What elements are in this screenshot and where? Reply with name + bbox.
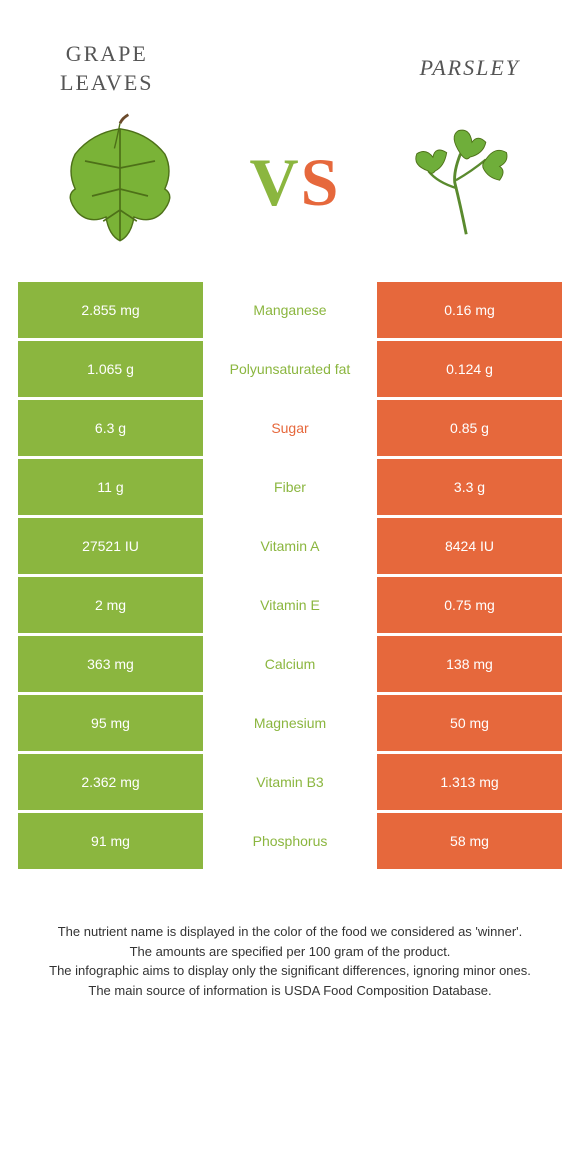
left-value: 2.855 mg — [18, 282, 203, 338]
right-value: 0.16 mg — [377, 282, 562, 338]
right-value: 0.124 g — [377, 341, 562, 397]
left-value: 6.3 g — [18, 400, 203, 456]
nutrient-comparison-table: 2.855 mgManganese0.16 mg1.065 gPolyunsat… — [0, 282, 580, 869]
left-value: 2.362 mg — [18, 754, 203, 810]
nutrient-label: Phosphorus — [203, 813, 377, 869]
left-value: 11 g — [18, 459, 203, 515]
right-value: 1.313 mg — [377, 754, 562, 810]
nutrient-label: Vitamin E — [203, 577, 377, 633]
nutrient-label: Calcium — [203, 636, 377, 692]
footer-notes: The nutrient name is displayed in the co… — [0, 872, 580, 1000]
footer-line-2: The amounts are specified per 100 gram o… — [30, 942, 550, 962]
table-row: 27521 IUVitamin A8424 IU — [18, 518, 562, 574]
parsley-icon — [395, 117, 525, 247]
footer-line-1: The nutrient name is displayed in the co… — [30, 922, 550, 942]
nutrient-label: Fiber — [203, 459, 377, 515]
left-value: 2 mg — [18, 577, 203, 633]
left-value: 363 mg — [18, 636, 203, 692]
table-row: 11 gFiber3.3 g — [18, 459, 562, 515]
table-row: 2.362 mgVitamin B31.313 mg — [18, 754, 562, 810]
vs-s-letter: S — [301, 144, 341, 220]
title-grape-leaves: GRAPE LEAVES — [60, 40, 154, 97]
right-value: 50 mg — [377, 695, 562, 751]
left-value: 91 mg — [18, 813, 203, 869]
table-row: 95 mgMagnesium50 mg — [18, 695, 562, 751]
table-row: 2 mgVitamin E0.75 mg — [18, 577, 562, 633]
right-value: 3.3 g — [377, 459, 562, 515]
right-value: 138 mg — [377, 636, 562, 692]
nutrient-label: Magnesium — [203, 695, 377, 751]
vs-label: VS — [250, 143, 341, 222]
nutrient-label: Vitamin A — [203, 518, 377, 574]
vs-v-letter: V — [250, 144, 301, 220]
right-value: 0.85 g — [377, 400, 562, 456]
nutrient-label: Manganese — [203, 282, 377, 338]
grape-leaf-icon — [45, 107, 195, 257]
table-row: 363 mgCalcium138 mg — [18, 636, 562, 692]
table-row: 91 mgPhosphorus58 mg — [18, 813, 562, 869]
footer-line-4: The main source of information is USDA F… — [30, 981, 550, 1001]
header: GRAPE LEAVES Parsley — [0, 0, 580, 107]
table-row: 1.065 gPolyunsaturated fat0.124 g — [18, 341, 562, 397]
right-value: 0.75 mg — [377, 577, 562, 633]
left-value: 1.065 g — [18, 341, 203, 397]
nutrient-label: Vitamin B3 — [203, 754, 377, 810]
table-row: 6.3 gSugar0.85 g — [18, 400, 562, 456]
nutrient-label: Polyunsaturated fat — [203, 341, 377, 397]
right-value: 58 mg — [377, 813, 562, 869]
footer-line-3: The infographic aims to display only the… — [30, 961, 550, 981]
left-value: 95 mg — [18, 695, 203, 751]
table-row: 2.855 mgManganese0.16 mg — [18, 282, 562, 338]
title-parsley: Parsley — [420, 54, 520, 97]
images-row: VS — [0, 107, 580, 282]
right-value: 8424 IU — [377, 518, 562, 574]
nutrient-label: Sugar — [203, 400, 377, 456]
left-value: 27521 IU — [18, 518, 203, 574]
